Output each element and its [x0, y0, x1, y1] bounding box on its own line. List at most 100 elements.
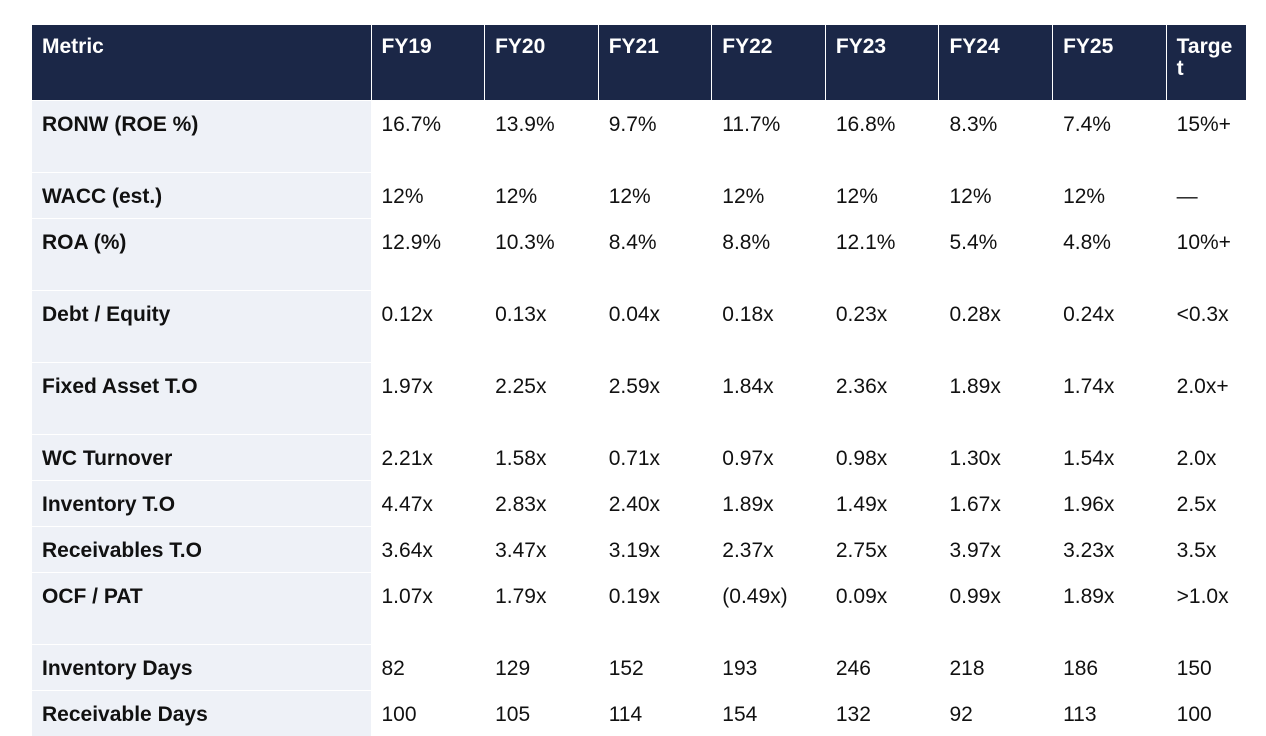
metric-label: WACC (est.) [32, 173, 371, 219]
value-cell: 218 [939, 645, 1053, 691]
value-cell: 1.79x [485, 573, 599, 645]
value-cell: 0.19x [598, 573, 712, 645]
value-cell: 1.89x [712, 481, 826, 527]
header-fy22: FY22 [712, 25, 826, 101]
header-fy19: FY19 [371, 25, 485, 101]
value-cell: 0.28x [939, 291, 1053, 363]
target-cell: 2.0x+ [1166, 363, 1246, 435]
header-target: Target [1166, 25, 1246, 101]
metric-label: Receivables T.O [32, 527, 371, 573]
target-cell: 3.5x [1166, 527, 1246, 573]
value-cell: 105 [485, 691, 599, 736]
value-cell: 193 [712, 645, 826, 691]
value-cell: 1.30x [939, 435, 1053, 481]
value-cell: 2.83x [485, 481, 599, 527]
value-cell: 0.24x [1053, 291, 1167, 363]
value-cell: 8.8% [712, 219, 826, 291]
value-cell: 10.3% [485, 219, 599, 291]
table-header-row: Metric FY19 FY20 FY21 FY22 FY23 FY24 FY2… [32, 25, 1246, 101]
value-cell: 0.18x [712, 291, 826, 363]
value-cell: 1.74x [1053, 363, 1167, 435]
target-cell: 100 [1166, 691, 1246, 736]
value-cell: 1.84x [712, 363, 826, 435]
value-cell: 12% [939, 173, 1053, 219]
value-cell: 1.89x [1053, 573, 1167, 645]
value-cell: 92 [939, 691, 1053, 736]
value-cell: 16.8% [825, 101, 939, 173]
value-cell: 13.9% [485, 101, 599, 173]
table-row: ROA (%)12.9%10.3%8.4%8.8%12.1%5.4%4.8%10… [32, 219, 1246, 291]
value-cell: 16.7% [371, 101, 485, 173]
value-cell: 4.8% [1053, 219, 1167, 291]
value-cell: 132 [825, 691, 939, 736]
value-cell: 1.07x [371, 573, 485, 645]
value-cell: 2.59x [598, 363, 712, 435]
header-fy20: FY20 [485, 25, 599, 101]
value-cell: 152 [598, 645, 712, 691]
value-cell: 1.96x [1053, 481, 1167, 527]
value-cell: 0.99x [939, 573, 1053, 645]
value-cell: 0.98x [825, 435, 939, 481]
metrics-table-container: Metric FY19 FY20 FY21 FY22 FY23 FY24 FY2… [32, 25, 1246, 736]
target-cell: — [1166, 173, 1246, 219]
value-cell: 3.47x [485, 527, 599, 573]
value-cell: 9.7% [598, 101, 712, 173]
target-cell: >1.0x [1166, 573, 1246, 645]
value-cell: 3.23x [1053, 527, 1167, 573]
value-cell: 7.4% [1053, 101, 1167, 173]
value-cell: 3.97x [939, 527, 1053, 573]
metric-label: Debt / Equity [32, 291, 371, 363]
value-cell: 82 [371, 645, 485, 691]
value-cell: 1.89x [939, 363, 1053, 435]
value-cell: 0.23x [825, 291, 939, 363]
value-cell: 8.3% [939, 101, 1053, 173]
header-fy24: FY24 [939, 25, 1053, 101]
value-cell: 1.58x [485, 435, 599, 481]
value-cell: 12% [598, 173, 712, 219]
value-cell: 2.75x [825, 527, 939, 573]
value-cell: 0.12x [371, 291, 485, 363]
metrics-table: Metric FY19 FY20 FY21 FY22 FY23 FY24 FY2… [32, 25, 1246, 736]
value-cell: 8.4% [598, 219, 712, 291]
metric-label: RONW (ROE %) [32, 101, 371, 173]
value-cell: 12.9% [371, 219, 485, 291]
value-cell: 3.19x [598, 527, 712, 573]
target-cell: 15%+ [1166, 101, 1246, 173]
metric-label: WC Turnover [32, 435, 371, 481]
value-cell: 4.47x [371, 481, 485, 527]
value-cell: 186 [1053, 645, 1167, 691]
value-cell: 0.13x [485, 291, 599, 363]
value-cell: 12% [825, 173, 939, 219]
value-cell: 0.71x [598, 435, 712, 481]
value-cell: 129 [485, 645, 599, 691]
metric-label: Inventory T.O [32, 481, 371, 527]
header-fy23: FY23 [825, 25, 939, 101]
value-cell: 12% [712, 173, 826, 219]
target-cell: <0.3x [1166, 291, 1246, 363]
value-cell: 2.21x [371, 435, 485, 481]
value-cell: 246 [825, 645, 939, 691]
metric-label: Inventory Days [32, 645, 371, 691]
metric-label: Fixed Asset T.O [32, 363, 371, 435]
value-cell: 2.40x [598, 481, 712, 527]
value-cell: 12% [1053, 173, 1167, 219]
value-cell: 114 [598, 691, 712, 736]
value-cell: 2.37x [712, 527, 826, 573]
value-cell: 0.04x [598, 291, 712, 363]
table-body: RONW (ROE %)16.7%13.9%9.7%11.7%16.8%8.3%… [32, 101, 1246, 736]
target-cell: 2.5x [1166, 481, 1246, 527]
metric-label: OCF / PAT [32, 573, 371, 645]
table-row: RONW (ROE %)16.7%13.9%9.7%11.7%16.8%8.3%… [32, 101, 1246, 173]
value-cell: 3.64x [371, 527, 485, 573]
header-fy25: FY25 [1053, 25, 1167, 101]
value-cell: 154 [712, 691, 826, 736]
value-cell: 5.4% [939, 219, 1053, 291]
value-cell: 12% [371, 173, 485, 219]
